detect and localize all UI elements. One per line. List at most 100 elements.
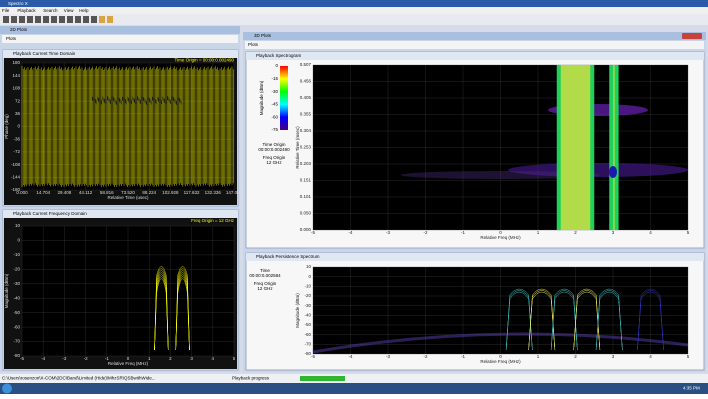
y-tick-label: 0.456 <box>300 79 312 84</box>
x-tick-label: -4 <box>348 354 352 359</box>
colorbar-tick: -30 <box>271 89 278 94</box>
x-tick-label: 132.336 <box>205 190 222 195</box>
colorbar-tick: -45 <box>271 102 278 107</box>
status-path: C:\Users\rosenzon\X-COM\2DC\Band\Limited… <box>2 376 156 381</box>
y-tick-label: 0.253 <box>300 145 312 150</box>
y-tick-label: -60 <box>304 332 311 337</box>
toolbar[interactable] <box>0 14 708 25</box>
right-tab[interactable]: Plots <box>248 42 259 47</box>
toolbar-button[interactable] <box>3 16 9 23</box>
y-axis-label: Phase (deg) <box>4 114 9 139</box>
y-tick-label: -10 <box>13 252 20 257</box>
x-tick-label: -1 <box>461 230 465 235</box>
x-tick-label: -3 <box>62 356 66 361</box>
x-tick-label: -1 <box>461 354 465 359</box>
y-tick-label: 0.304 <box>300 128 312 133</box>
y-tick-label: 10 <box>306 264 312 269</box>
y-tick-label: -20 <box>13 267 20 272</box>
origin-info: 00:00:0.002584 <box>249 273 281 278</box>
toolbar-button[interactable] <box>107 16 113 23</box>
origin-info: 12 GHz <box>257 286 273 291</box>
origin-label: Freq Origin = 12 GHz <box>191 218 235 223</box>
progress-bar <box>300 376 345 381</box>
y-tick-label: -70 <box>13 339 20 344</box>
x-axis-label: Relative Freq (MHz) <box>480 235 521 240</box>
y-tick-label: 0.101 <box>300 194 312 199</box>
x-tick-label: 147.040 <box>226 190 243 195</box>
y-tick-label: -50 <box>304 322 311 327</box>
x-axis-label: Relative Freq (MHz) <box>480 359 521 364</box>
x-tick-label: 44.112 <box>79 190 93 195</box>
y-tick-label: 0.355 <box>300 112 312 117</box>
x-tick-label: 14.704 <box>36 190 50 195</box>
colorbar-tick: -60 <box>271 114 278 119</box>
y-tick-label: 10 <box>15 223 21 228</box>
left-tabbar <box>2 35 238 43</box>
toolbar-button[interactable] <box>19 16 25 23</box>
x-axis-label: Relative Freq (MHz) <box>108 361 149 366</box>
title-bar <box>0 0 708 7</box>
y-tick-label: -72 <box>13 149 20 154</box>
x-tick-label: -2 <box>84 356 88 361</box>
x-axis-label: Relative Time (usec) <box>107 195 149 200</box>
x-tick-label: -5 <box>311 230 315 235</box>
y-tick-label: -40 <box>13 295 20 300</box>
menu-bar <box>0 7 708 14</box>
toolbar-button[interactable] <box>51 16 57 23</box>
screen: Spectro X 2D Plots Plots 3D Plots Plots … <box>0 0 708 394</box>
page: Spectro X 2D Plots Plots 3D Plots Plots … <box>0 0 708 394</box>
toolbar-button[interactable] <box>11 16 17 23</box>
origin-info: 12 GHz <box>266 160 282 165</box>
menu-item[interactable]: File <box>2 8 10 13</box>
start-button[interactable] <box>2 384 12 394</box>
y-tick-label: 180 <box>12 60 20 65</box>
toolbar-button[interactable] <box>27 16 33 23</box>
spectro-core <box>613 65 614 230</box>
left-tab[interactable]: Plots <box>6 36 17 41</box>
x-tick-label: -3 <box>386 230 390 235</box>
y-axis-label: Relative Time (msec) <box>295 126 300 169</box>
toolbar-button[interactable] <box>91 16 97 23</box>
right-title: 3D Plots <box>254 33 272 38</box>
origin-label: Time Origin = 00:00:0.002490 <box>175 58 235 63</box>
y-tick-label: 36 <box>15 111 21 116</box>
y-tick-label: -30 <box>304 303 311 308</box>
toolbar-button[interactable] <box>59 16 65 23</box>
colorbar <box>280 66 288 130</box>
menu-item[interactable]: Help <box>79 8 89 13</box>
x-tick-label: 102.928 <box>162 190 179 195</box>
colorbar-tick: -75 <box>271 127 278 132</box>
origin-info: 00:00:0.002490 <box>258 147 290 152</box>
toolbar-button[interactable] <box>99 16 105 23</box>
y-tick-label: -50 <box>13 310 20 315</box>
y-tick-label: 144 <box>12 73 20 78</box>
colorbar-tick: -15 <box>271 76 278 81</box>
right-tabbar <box>245 41 704 49</box>
toolbar-button[interactable] <box>67 16 73 23</box>
spectro-null <box>609 166 617 178</box>
x-tick-label: 0.000 <box>16 190 28 195</box>
menu-item[interactable]: Search <box>43 8 58 13</box>
menu-item[interactable]: View <box>64 8 74 13</box>
panel-title: Playback Spectrogram <box>256 53 302 58</box>
panel-title: Playback Current Frequency Domain <box>13 211 87 216</box>
y-tick-label: 0.000 <box>300 227 312 232</box>
left-titlebar <box>0 26 240 34</box>
taskbar <box>0 383 708 394</box>
panel-title: Playback Persistence Spectrum <box>256 254 320 259</box>
close-button[interactable] <box>682 33 702 39</box>
toolbar-button[interactable] <box>35 16 41 23</box>
x-tick-label: -5 <box>20 356 24 361</box>
menu-item[interactable]: Playback <box>17 8 36 13</box>
colorbar-label: Magnitude (dBm) <box>259 80 264 115</box>
toolbar-button[interactable] <box>43 16 49 23</box>
y-tick-label: 0.203 <box>300 161 312 166</box>
y-tick-label: -40 <box>304 313 311 318</box>
toolbar-button[interactable] <box>75 16 81 23</box>
y-axis-label: Magnitude (dBm) <box>295 293 300 328</box>
y-tick-label: 0.151 <box>300 178 312 183</box>
x-tick-label: 117.632 <box>184 190 200 195</box>
toolbar-button[interactable] <box>83 16 89 23</box>
left-title: 2D Plots <box>10 27 28 32</box>
x-tick-label: 29.408 <box>58 190 72 195</box>
